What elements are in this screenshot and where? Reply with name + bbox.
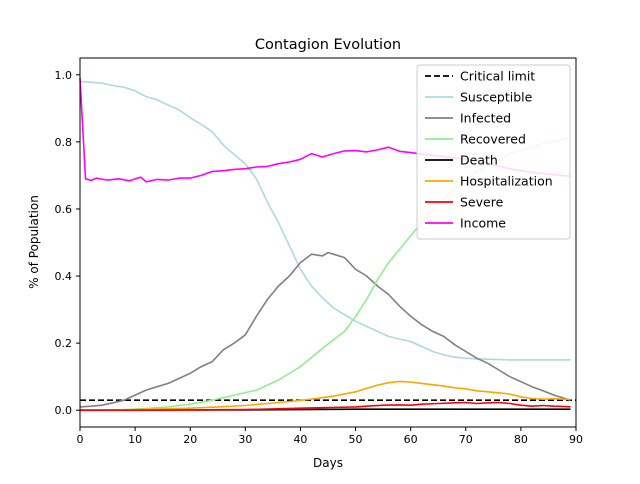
x-tick-label: 70: [459, 433, 473, 446]
plot-data-layer: [79, 78, 576, 412]
x-tick-label: 90: [569, 433, 583, 446]
legend-label-infected: Infected: [460, 111, 511, 126]
legend-label-hospitalization: Hospitalization: [460, 174, 553, 189]
series-line-susceptible: [79, 80, 571, 361]
x-tick-label: 60: [404, 433, 418, 446]
series-line-severe: [80, 401, 571, 412]
series-line-infected: [79, 251, 571, 408]
legend-box: [416, 64, 571, 240]
legend-label-susceptible: Susceptible: [460, 90, 533, 105]
y-tick-label: 0.6: [55, 203, 73, 216]
x-axis-label: Days: [313, 456, 343, 470]
x-tick-label: 40: [293, 433, 307, 446]
x-tick-label: 20: [183, 433, 197, 446]
x-tick-label: 80: [514, 433, 528, 446]
legend-label-severe: Severe: [460, 195, 504, 210]
legend-label-critical-limit: Critical limit: [460, 69, 535, 84]
y-tick-label: 1.0: [55, 69, 73, 82]
y-tick-label: 0.8: [55, 136, 73, 149]
y-axis-label: % of Population: [27, 195, 41, 289]
chart-title: Contagion Evolution: [255, 37, 401, 53]
y-tick-label: 0.2: [55, 337, 73, 350]
plot-frame: [79, 57, 577, 428]
legend-label-income: Income: [460, 216, 506, 231]
axes-layer: 0 10 20 30 40 50 60 70 80 90 0.0 0.2 0.4 0.6 0.8 1.0: [55, 57, 583, 446]
legend: Critical limit Susceptible Infected Recover…: [416, 64, 571, 240]
legend-label-recovered: Recovered: [460, 132, 526, 147]
x-tick-label: 30: [238, 433, 252, 446]
series-line-hospitalization: [80, 380, 571, 412]
x-tick-label: 0: [77, 433, 84, 446]
y-tick-label: 0.4: [55, 270, 73, 283]
x-tick-label: 50: [349, 433, 363, 446]
legend-label-death: Death: [460, 153, 498, 168]
x-tick-label: 10: [128, 433, 142, 446]
y-tick-label: 0.0: [55, 404, 73, 417]
